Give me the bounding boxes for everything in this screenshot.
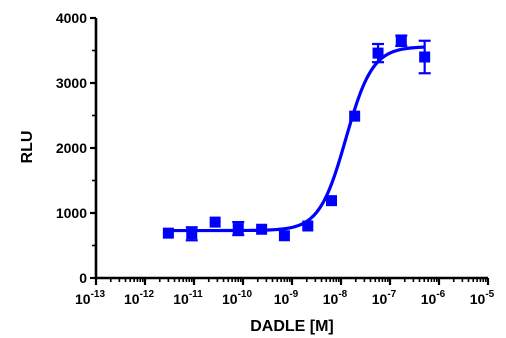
y-tick-label: 1000 (56, 205, 87, 221)
y-tick-label: 4000 (56, 10, 87, 26)
data-point (395, 35, 407, 47)
data-point (256, 223, 268, 235)
x-tick-label: 10-9 (274, 289, 299, 307)
x-tick-label: 10-10 (222, 289, 252, 307)
y-tick-label: 2000 (56, 140, 87, 156)
x-tick-exponent: -9 (289, 289, 298, 300)
x-tick-label: 10-6 (421, 289, 446, 307)
x-tick-label: 10-7 (372, 289, 397, 307)
fit-curve (168, 45, 425, 233)
labels-layer: DADLE [M] RLU (19, 131, 334, 335)
data-point (302, 220, 314, 232)
data-point (278, 230, 290, 242)
x-tick-exponent: -6 (436, 289, 445, 300)
y-tick-label: 3000 (56, 75, 87, 91)
axes-layer: 0 1000 2000 3000 4000 10-13 10-12 10-11 10-10 10-… (56, 10, 495, 307)
y-tick-label: 0 (79, 270, 87, 286)
x-axis-label: DADLE [M] (250, 318, 334, 335)
x-tick-exponent: -11 (189, 289, 203, 300)
data-point (186, 228, 198, 240)
x-tick-exponent: -12 (140, 289, 155, 300)
x-tick-label: 10-11 (173, 289, 203, 307)
x-tick-label: 10-12 (124, 289, 154, 307)
x-tick-label: 10-13 (75, 289, 105, 307)
data-points-layer (162, 34, 431, 242)
x-tick-label: 10-5 (470, 289, 495, 307)
x-tick-exponent: -5 (485, 289, 494, 300)
fit-curve-layer (168, 45, 425, 233)
x-tick-exponent: -13 (91, 289, 106, 300)
x-tick-exponent: -10 (238, 289, 253, 300)
data-point (349, 110, 361, 122)
data-point (419, 51, 431, 63)
data-point (209, 216, 221, 228)
x-tick-exponent: -7 (387, 289, 396, 300)
data-point (326, 195, 338, 207)
x-tick-exponent: -8 (338, 289, 347, 300)
data-point (232, 223, 244, 235)
data-point (372, 47, 384, 59)
y-axis-label: RLU (19, 131, 36, 164)
x-tick-label: 10-8 (323, 289, 348, 307)
data-point (162, 227, 174, 239)
